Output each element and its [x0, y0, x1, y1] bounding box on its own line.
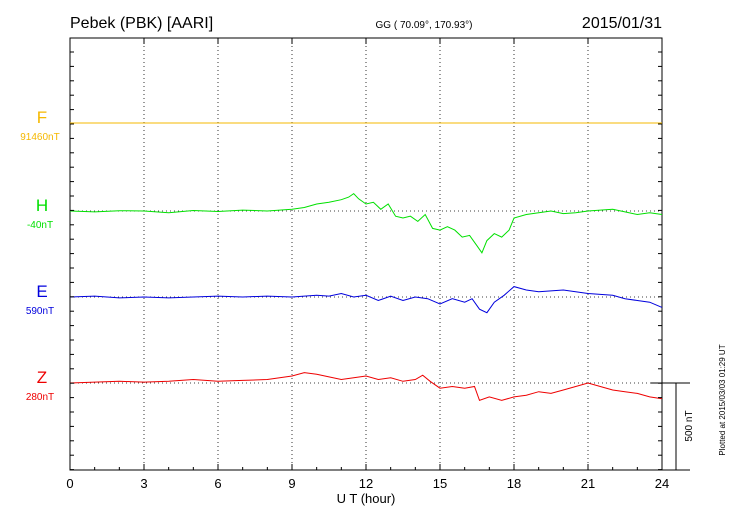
x-tick-label: 12 [359, 476, 373, 491]
channel-name-z: Z [37, 368, 47, 387]
plotted-timestamp: Plotted at 2015/03/03 01:29 UT [718, 344, 727, 455]
series-line-e [69, 286, 663, 314]
plot-date: 2015/01/31 [582, 15, 662, 32]
channel-baseline-z: 280nT [26, 392, 54, 403]
x-tick-label: 18 [507, 476, 521, 491]
series-line-z [69, 372, 663, 402]
x-tick-label: 9 [288, 476, 295, 491]
x-axis-label: U T (hour) [337, 491, 396, 506]
x-tick-label: 0 [66, 476, 73, 491]
channel-baseline-h: -40nT [27, 220, 53, 231]
x-tick-label: 6 [214, 476, 221, 491]
data-series [69, 122, 663, 402]
x-axis-ticks: 0 3 6 9 12 15 18 21 24 [66, 38, 669, 491]
station-coords: GG ( 70.09°, 170.93°) [376, 20, 473, 31]
channel-baseline-e: 590nT [26, 306, 54, 317]
channel-name-f: F [37, 108, 47, 127]
channel-baseline-f: 91460nT [20, 132, 59, 143]
channel-labels: F 91460nT H -40nT E 590nT Z 280nT [20, 108, 59, 403]
station-title: Pebek (PBK) [AARI] [70, 15, 213, 32]
grid-lines [143, 38, 589, 470]
x-tick-label: 24 [655, 476, 669, 491]
x-tick-label: 15 [433, 476, 447, 491]
channel-name-e: E [36, 282, 47, 301]
channel-name-h: H [36, 196, 48, 215]
series-line-h [69, 192, 663, 254]
scale-bar-label: 500 nT [684, 410, 695, 441]
x-tick-label: 21 [581, 476, 595, 491]
x-tick-label: 3 [140, 476, 147, 491]
scale-bar: 500 nT [651, 382, 695, 471]
